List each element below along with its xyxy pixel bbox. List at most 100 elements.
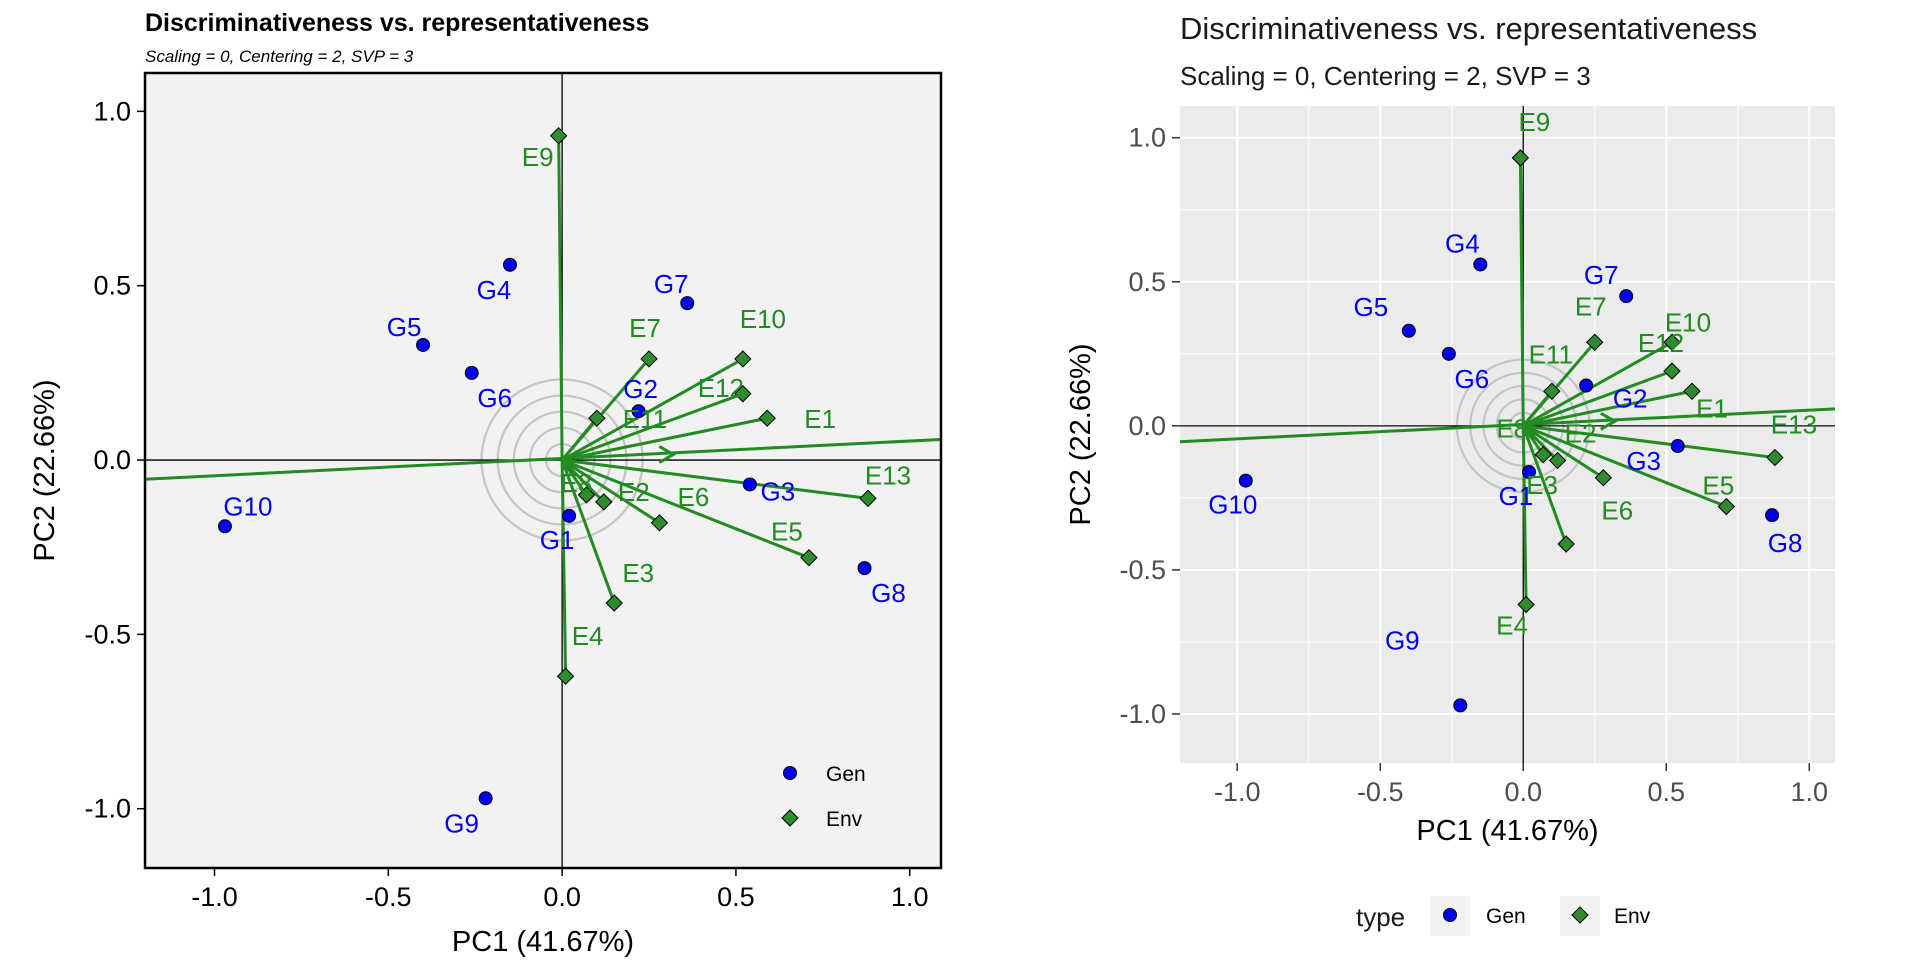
env-label-e2: E2 (1565, 418, 1597, 448)
left-chart-title: Discriminativeness vs. representativenes… (145, 9, 649, 37)
gen-point-g6 (1441, 346, 1456, 361)
env-label-e13: E13 (865, 460, 911, 490)
left-legend-env-label: Env (826, 808, 863, 831)
env-vector-e9 (1518, 157, 1525, 426)
left-plot-panel (145, 73, 941, 868)
env-point-e11 (588, 409, 606, 427)
aec-axis-line (144, 437, 942, 481)
gen-label-g2: G2 (623, 374, 658, 404)
gen-point-g7 (680, 296, 695, 311)
env-vector-e6 (1522, 424, 1605, 479)
env-vector-e10 (561, 357, 744, 462)
env-point-e1 (1683, 382, 1701, 400)
env-vector-e9 (557, 135, 564, 461)
env-point-e9 (549, 127, 568, 145)
env-point-e13 (859, 489, 877, 508)
env-label-e7: E7 (629, 313, 661, 343)
gen-point-g10 (217, 519, 232, 534)
env-point-e8 (1534, 445, 1552, 464)
aec-arrow (1600, 411, 1618, 431)
gen-label-g1: G1 (1499, 481, 1534, 511)
left-env-vectors (557, 135, 869, 677)
gen-label-g8: G8 (871, 578, 906, 608)
env-vector-e11 (1522, 390, 1553, 427)
env-point-e2 (1548, 451, 1567, 470)
gen-point-g9 (478, 791, 493, 806)
right-points (1238, 149, 1784, 713)
gen-label-g6: G6 (1455, 364, 1490, 394)
env-vector-e1 (1522, 389, 1693, 428)
left-biplot: Discriminativeness vs. representativenes… (29, 9, 943, 958)
env-point-e1 (758, 409, 776, 427)
env-point-e9 (1511, 149, 1530, 167)
env-vector-e10 (1522, 340, 1673, 428)
gen-point-g3 (742, 477, 757, 492)
gen-label-g2: G2 (1613, 384, 1648, 414)
gen-point-g1 (1521, 464, 1536, 479)
env-point-e8 (577, 486, 596, 504)
env-label-e3: E3 (622, 558, 654, 588)
left-chart-subtitle: Scaling = 0, Centering = 2, SVP = 3 (145, 47, 414, 66)
env-vector-e4 (560, 460, 568, 677)
env-point-e4 (556, 667, 575, 685)
y-tick-label: 1.0 (1128, 123, 1166, 153)
env-point-e10 (1663, 333, 1681, 351)
gen-point-g6 (464, 365, 479, 380)
x-tick-label: -0.5 (365, 882, 412, 912)
env-vector-e12 (1522, 369, 1673, 428)
env-label-e8: E8 (561, 468, 593, 498)
gen-label-g6: G6 (477, 383, 512, 413)
env-point-e3 (605, 594, 623, 612)
env-point-e12 (1663, 362, 1681, 380)
env-label-e8: E8 (1496, 414, 1528, 444)
right-x-axis-label: PC1 (41.67%) (1416, 815, 1598, 847)
left-y-axis-label: PC2 (22.66%) (29, 379, 61, 561)
env-point-e6 (650, 514, 669, 532)
gen-point-g10 (1238, 473, 1253, 488)
env-label-e6: E6 (678, 482, 710, 512)
env-label-e10: E10 (1665, 307, 1711, 337)
gen-point-g2 (631, 404, 646, 419)
env-point-e12 (734, 385, 752, 403)
gen-label-g5: G5 (1353, 292, 1388, 322)
gen-label-g3: G3 (760, 476, 795, 506)
gen-point-g9 (1453, 698, 1468, 713)
aec-arrow (658, 445, 677, 464)
env-vector-e12 (561, 392, 744, 462)
env-vector-e8 (560, 459, 588, 496)
x-tick-label: 0.0 (1504, 777, 1542, 807)
env-point-e7 (1586, 333, 1604, 351)
left-aec-line (144, 437, 942, 481)
env-label-e5: E5 (771, 517, 803, 547)
gen-label-g4: G4 (1445, 228, 1480, 258)
y-tick-label: -0.5 (84, 619, 131, 649)
y-tick-label: 1.0 (93, 96, 131, 126)
right-legend-env-label: Env (1614, 905, 1651, 928)
env-label-e4: E4 (572, 621, 604, 651)
gen-point-g8 (857, 561, 872, 576)
env-label-e4: E4 (1496, 611, 1528, 641)
gen-label-g7: G7 (654, 269, 689, 299)
right-legend-gen-label: Gen (1486, 905, 1526, 928)
env-label-e9: E9 (1518, 107, 1550, 137)
right-aec-line (1179, 407, 1836, 444)
env-vector-e1 (561, 416, 768, 462)
right-plot-panel (1180, 106, 1835, 763)
env-label-e12: E12 (1638, 328, 1684, 358)
x-tick-label: 1.0 (1790, 777, 1828, 807)
env-point-e10 (734, 350, 752, 368)
env-label-e11: E11 (1529, 339, 1573, 369)
gen-point-g5 (416, 337, 431, 352)
y-tick-label: -1.0 (1119, 699, 1166, 729)
env-point-e4 (1517, 595, 1535, 614)
env-point-e13 (1766, 448, 1784, 467)
env-point-e6 (1594, 469, 1613, 487)
env-vector-e4 (1521, 425, 1528, 605)
gen-point-g8 (1765, 508, 1780, 523)
env-label-e7: E7 (1575, 291, 1607, 321)
x-tick-label: -1.0 (191, 882, 238, 912)
env-label-e12: E12 (698, 373, 744, 403)
gen-point-g3 (1670, 439, 1685, 454)
env-vector-e3 (1521, 425, 1568, 545)
